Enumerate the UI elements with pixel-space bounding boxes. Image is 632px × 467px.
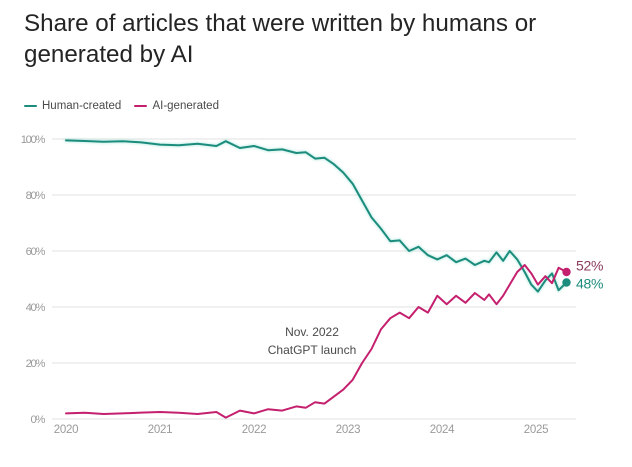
svg-text:2025: 2025 (524, 424, 548, 436)
svg-text:2024: 2024 (430, 424, 455, 436)
svg-text:60%: 60% (26, 246, 46, 258)
svg-text:Nov. 2022: Nov. 2022 (285, 325, 339, 339)
svg-text:52%: 52% (576, 258, 603, 274)
svg-text:100%: 100% (21, 134, 46, 146)
svg-text:ChatGPT launch: ChatGPT launch (268, 343, 357, 357)
svg-text:0%: 0% (30, 414, 45, 426)
svg-text:20%: 20% (26, 358, 46, 370)
svg-text:2021: 2021 (148, 424, 172, 436)
svg-text:80%: 80% (26, 190, 46, 202)
svg-text:2023: 2023 (336, 424, 360, 436)
svg-text:2020: 2020 (54, 424, 78, 436)
svg-text:2022: 2022 (242, 424, 266, 436)
svg-text:40%: 40% (26, 302, 46, 314)
svg-text:48%: 48% (576, 276, 603, 292)
